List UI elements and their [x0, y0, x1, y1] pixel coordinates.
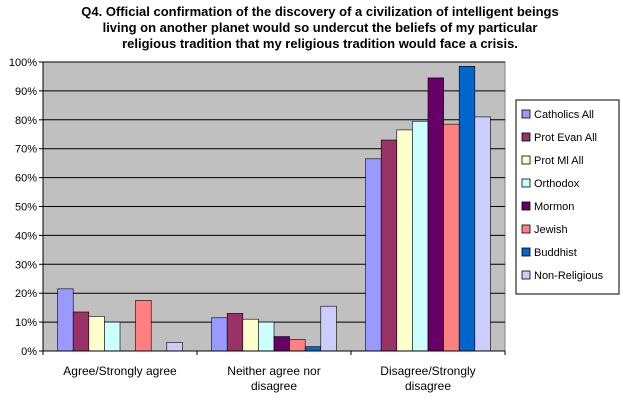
- bar-orthodox-1: [258, 321, 275, 352]
- legend-swatch-non-religious: [521, 270, 531, 280]
- chart-title-line-1: Q4. Official confirmation of the discove…: [81, 4, 559, 19]
- legend-label: Buddhist: [534, 247, 577, 259]
- axes: 0% 10% 20% 30% 40% 50% 60% 70% 80% 90% 100% Agree/S…: [9, 57, 506, 393]
- legend-label: Mormon: [534, 201, 574, 213]
- x-category-label: Neither agree nor disagree: [227, 364, 320, 393]
- bar-prot-ml-all-1: [242, 318, 259, 352]
- x-category-label: Disagree/Strongly disagree: [380, 364, 475, 393]
- y-tick-label: 70%: [15, 144, 37, 156]
- bar-jewish-2: [443, 123, 460, 352]
- bar-prot-evan-all-1: [226, 313, 244, 352]
- x-category-label-line: disagree: [251, 379, 297, 393]
- legend-swatch-mormon: [521, 201, 531, 211]
- y-tick-label: 20%: [15, 288, 37, 300]
- bar-jewish-0: [135, 300, 152, 352]
- legend-label: Orthodox: [534, 178, 580, 190]
- legend-swatch-prot-evan-all: [521, 132, 531, 142]
- bar-catholics-all-2: [365, 158, 382, 352]
- bar-prot-evan-all-2: [380, 139, 398, 352]
- y-tick-label: 50%: [15, 202, 37, 214]
- chart-title-line-3: religious tradition that my religious tr…: [122, 36, 518, 51]
- legend: Catholics All Prot Evan All Prot Ml All Ort…: [515, 99, 620, 295]
- x-category-label-line: Agree/Strongly agree: [63, 364, 177, 378]
- bar-buddhist-1: [304, 346, 322, 352]
- legend-label: Catholics All: [534, 109, 594, 121]
- chart-title-line-2: living on another planet would so underc…: [102, 20, 538, 35]
- bar-prot-ml-all-0: [88, 316, 105, 352]
- y-tick-label: 10%: [15, 317, 37, 329]
- y-tick-label: 0%: [21, 346, 37, 358]
- y-tick-label: 60%: [15, 173, 37, 185]
- legend-label: Non-Religious: [534, 270, 604, 282]
- legend-label: Jewish: [534, 224, 568, 236]
- bar-jewish-1: [289, 339, 306, 352]
- legend-swatch-catholics-all: [521, 109, 531, 119]
- bar-non-religious-1: [320, 305, 337, 352]
- bar-non-religious-0: [166, 342, 183, 352]
- bar-non-religious-2: [474, 116, 491, 352]
- x-category-label-line: Disagree/Strongly: [380, 364, 475, 378]
- legend-swatch-orthodox: [521, 178, 531, 188]
- bar-mormon-2: [427, 77, 444, 352]
- chart-title: Q4. Official confirmation of the discove…: [40, 4, 600, 52]
- bar-orthodox-2: [412, 120, 429, 352]
- legend-label: Prot Ml All: [534, 155, 584, 167]
- bar-buddhist-2: [458, 66, 476, 352]
- y-tick-label: 100%: [9, 57, 37, 69]
- bar-prot-ml-all-2: [396, 129, 413, 352]
- bar-mormon-1: [273, 336, 290, 352]
- x-category-label-line: Neither agree nor: [227, 364, 320, 378]
- x-category-label-line: disagree: [405, 379, 451, 393]
- legend-swatch-jewish: [521, 224, 531, 234]
- bars: [57, 66, 491, 352]
- y-tick-label: 40%: [15, 230, 37, 242]
- y-tick-label: 30%: [15, 259, 37, 271]
- y-tick-label: 90%: [15, 86, 37, 98]
- bar-prot-evan-all-0: [72, 311, 90, 352]
- y-tick-label: 80%: [15, 115, 37, 127]
- legend-label: Prot Evan All: [534, 132, 597, 144]
- bar-catholics-all-0: [57, 288, 74, 352]
- legend-swatch-prot-ml-all: [521, 155, 531, 165]
- legend-box: [515, 99, 620, 295]
- bar-orthodox-0: [104, 321, 121, 352]
- bar-catholics-all-1: [211, 317, 228, 352]
- x-category-label: Agree/Strongly agree: [63, 364, 177, 378]
- legend-swatch-buddhist: [521, 247, 531, 257]
